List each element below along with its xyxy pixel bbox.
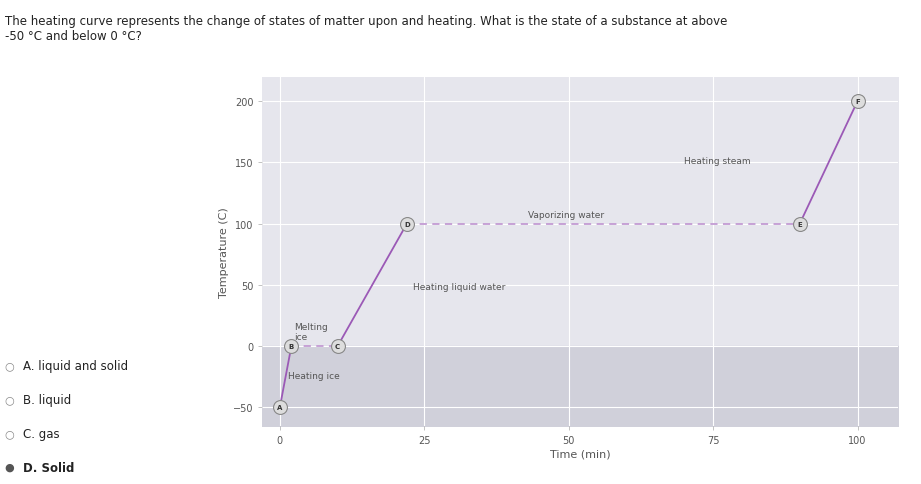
Point xyxy=(792,220,807,228)
Point xyxy=(273,404,287,411)
Text: C: C xyxy=(335,344,340,349)
Text: B. liquid: B. liquid xyxy=(23,393,71,406)
Text: D: D xyxy=(404,221,410,227)
Point xyxy=(331,343,345,350)
Text: Heating steam: Heating steam xyxy=(684,156,751,166)
Text: D. Solid: D. Solid xyxy=(23,461,75,473)
Text: E: E xyxy=(798,221,802,227)
Text: ○: ○ xyxy=(5,361,15,370)
Point xyxy=(400,220,414,228)
Y-axis label: Temperature (C): Temperature (C) xyxy=(219,206,228,297)
Text: C. gas: C. gas xyxy=(23,427,60,439)
Text: A: A xyxy=(277,405,283,410)
Text: The heating curve represents the change of states of matter upon and heating. Wh: The heating curve represents the change … xyxy=(5,15,727,43)
Text: Melting
ice: Melting ice xyxy=(294,322,328,342)
Text: B: B xyxy=(289,344,294,349)
Text: ○: ○ xyxy=(5,394,15,404)
Text: F: F xyxy=(856,99,860,105)
Text: ○: ○ xyxy=(5,428,15,438)
Text: Heating ice: Heating ice xyxy=(288,372,340,381)
Point xyxy=(850,98,865,106)
X-axis label: Time (min): Time (min) xyxy=(550,449,611,459)
Text: Heating liquid water: Heating liquid water xyxy=(413,283,505,291)
Text: ●: ● xyxy=(5,462,15,472)
Text: A. liquid and solid: A. liquid and solid xyxy=(23,359,128,372)
Text: Vaporizing water: Vaporizing water xyxy=(529,210,604,219)
Point xyxy=(284,343,298,350)
